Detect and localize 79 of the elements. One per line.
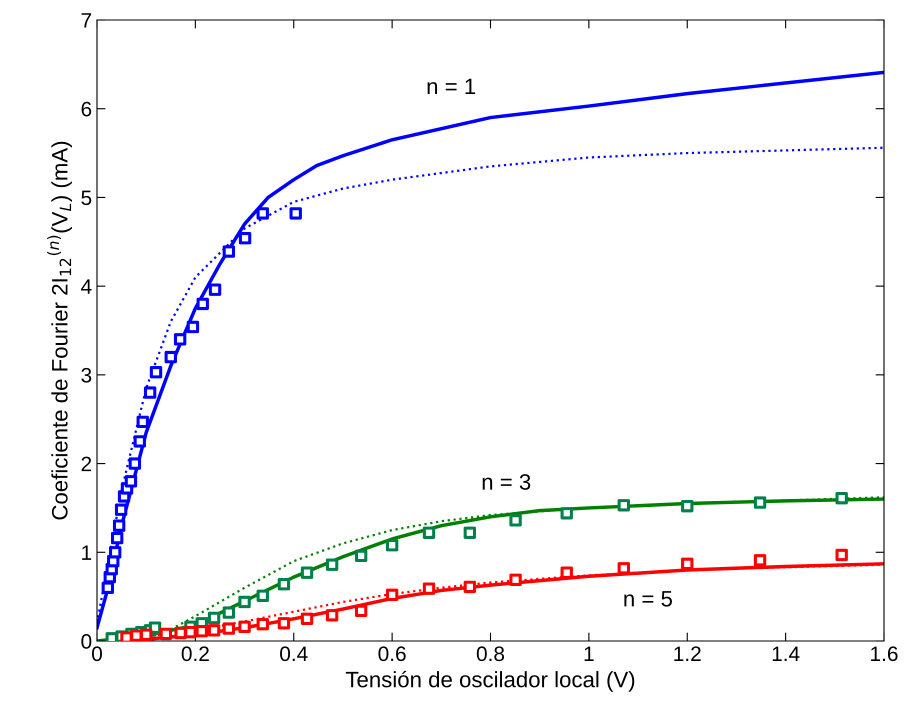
point bbox=[754, 554, 766, 566]
point bbox=[102, 582, 114, 594]
point bbox=[278, 617, 290, 630]
point bbox=[208, 284, 222, 296]
point bbox=[238, 620, 251, 633]
point bbox=[386, 588, 398, 602]
point bbox=[256, 618, 269, 630]
point bbox=[681, 558, 694, 570]
point bbox=[509, 574, 522, 586]
point bbox=[754, 496, 766, 509]
point bbox=[128, 457, 142, 470]
point bbox=[144, 386, 156, 399]
y-tick-label: 7 bbox=[82, 13, 92, 28]
y-tick-label: 5 bbox=[81, 190, 92, 206]
point bbox=[208, 624, 220, 637]
point bbox=[354, 604, 368, 618]
point bbox=[326, 609, 338, 622]
point bbox=[300, 566, 314, 579]
point bbox=[422, 582, 436, 595]
point bbox=[174, 333, 186, 346]
y-tick-label: 1 bbox=[82, 546, 92, 560]
y-tick-label: 4 bbox=[81, 279, 92, 294]
point bbox=[422, 526, 436, 539]
point bbox=[196, 298, 209, 310]
x-tick-label: 1.6 bbox=[871, 646, 898, 662]
y-tick-label: 6 bbox=[82, 102, 92, 116]
point bbox=[112, 519, 126, 532]
y-tick-label: 3 bbox=[81, 368, 92, 383]
point bbox=[110, 532, 124, 544]
point bbox=[184, 626, 197, 638]
x-tick-label: 0.2 bbox=[182, 646, 209, 662]
point bbox=[196, 625, 208, 638]
x-tick-label: 0.6 bbox=[378, 646, 406, 662]
point bbox=[164, 350, 177, 364]
point bbox=[464, 526, 476, 539]
y-tick-label: 0 bbox=[81, 634, 92, 649]
point bbox=[326, 558, 338, 571]
y-axis-title: Coeficiente de Fourier 2I$_{12}$$^{(n)}$(V$_{L}$) (mA) bbox=[47, 142, 72, 520]
point bbox=[222, 245, 236, 258]
point bbox=[124, 475, 138, 488]
point bbox=[278, 578, 290, 590]
point bbox=[290, 207, 302, 220]
point bbox=[160, 628, 172, 640]
x-tick-label: 1.4 bbox=[772, 646, 800, 661]
x-tick-label: 0.8 bbox=[476, 646, 504, 662]
x-axis-title: Tensión de oscilador local (V) bbox=[346, 670, 634, 692]
point bbox=[186, 320, 200, 334]
point bbox=[464, 580, 476, 594]
point bbox=[208, 612, 220, 624]
x-tick-label: 1.2 bbox=[674, 646, 701, 661]
series-label: n = 5 bbox=[624, 591, 672, 607]
point bbox=[256, 207, 269, 220]
point bbox=[140, 628, 152, 641]
point bbox=[238, 596, 251, 608]
point bbox=[222, 622, 236, 635]
x-tick-label: 1 bbox=[584, 646, 594, 661]
point bbox=[136, 416, 149, 428]
point bbox=[618, 499, 630, 512]
point bbox=[618, 562, 630, 574]
point bbox=[114, 504, 128, 516]
point bbox=[509, 514, 522, 527]
point bbox=[256, 590, 269, 602]
x-tick-label: 0 bbox=[92, 646, 102, 662]
point bbox=[150, 366, 162, 378]
y-tick-label: 2 bbox=[82, 456, 92, 472]
point bbox=[300, 612, 314, 626]
series-label: n = 1 bbox=[428, 78, 476, 94]
point bbox=[134, 435, 146, 448]
point bbox=[836, 492, 848, 504]
point bbox=[836, 548, 848, 562]
point bbox=[222, 606, 236, 619]
series-label: n = 3 bbox=[482, 474, 530, 490]
point bbox=[354, 550, 368, 562]
point bbox=[238, 232, 252, 244]
x-tick-label: 0.4 bbox=[280, 646, 308, 662]
point bbox=[386, 539, 398, 552]
point bbox=[560, 507, 573, 520]
point bbox=[681, 500, 694, 512]
point bbox=[109, 546, 122, 558]
